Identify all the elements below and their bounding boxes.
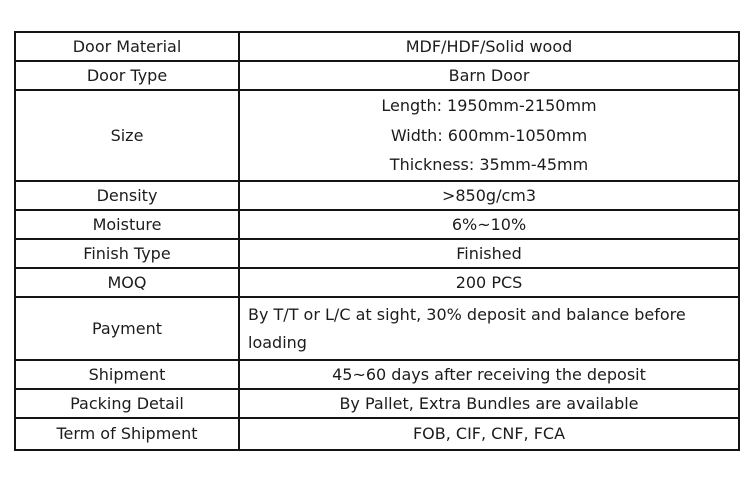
size-line-width: Width: 600mm-1050mm xyxy=(390,125,588,145)
table-row: Moisture 6%~10% xyxy=(14,208,740,240)
table-row: Term of Shipment FOB, CIF, CNF, FCA xyxy=(14,416,740,451)
table-row: Finish Type Finished xyxy=(14,237,740,269)
table-row: Density >850g/cm3 xyxy=(14,179,740,211)
spec-label: Moisture xyxy=(14,208,240,240)
spec-label: Shipment xyxy=(14,358,240,390)
product-spec-table: Door Material MDF/HDF/Solid wood Door Ty… xyxy=(14,31,740,451)
spec-value: >850g/cm3 xyxy=(238,179,740,211)
size-line-thickness: Thickness: 35mm-45mm xyxy=(389,155,589,174)
spec-value: Barn Door xyxy=(238,60,740,91)
spec-label: Density xyxy=(14,179,240,211)
spec-value: 45~60 days after receiving the deposit xyxy=(238,358,740,390)
spec-value: 6%~10% xyxy=(238,208,740,240)
spec-label: Finish Type xyxy=(14,237,240,269)
spec-value: Length: 1950mm-2150mm Width: 600mm-1050m… xyxy=(238,89,740,182)
spec-label: Door Material xyxy=(14,31,240,62)
spec-value: By Pallet, Extra Bundles are available xyxy=(238,387,740,419)
size-line-length: Length: 1950mm-2150mm xyxy=(381,96,597,115)
table-row: Door Type Barn Door xyxy=(14,60,740,91)
table-row: MOQ 200 PCS xyxy=(14,266,740,298)
table-row: Door Material MDF/HDF/Solid wood xyxy=(14,31,740,62)
spec-label: Size xyxy=(14,89,240,182)
spec-value: FOB, CIF, CNF, FCA xyxy=(238,416,740,451)
table-row: Packing Detail By Pallet, Extra Bundles … xyxy=(14,387,740,419)
table-row: Size Length: 1950mm-2150mm Width: 600mm-… xyxy=(14,89,740,182)
spec-label: MOQ xyxy=(14,266,240,298)
table-row: Payment By T/T or L/C at sight, 30% depo… xyxy=(14,295,740,361)
spec-label: Packing Detail xyxy=(14,387,240,419)
spec-value: Finished xyxy=(238,237,740,269)
spec-label: Door Type xyxy=(14,60,240,91)
table-row: Shipment 45~60 days after receiving the … xyxy=(14,358,740,390)
spec-value: 200 PCS xyxy=(238,266,740,298)
spec-label: Term of Shipment xyxy=(14,416,240,451)
spec-value: MDF/HDF/Solid wood xyxy=(238,31,740,62)
spec-label: Payment xyxy=(14,295,240,361)
spec-value: By T/T or L/C at sight, 30% deposit and … xyxy=(238,295,740,361)
